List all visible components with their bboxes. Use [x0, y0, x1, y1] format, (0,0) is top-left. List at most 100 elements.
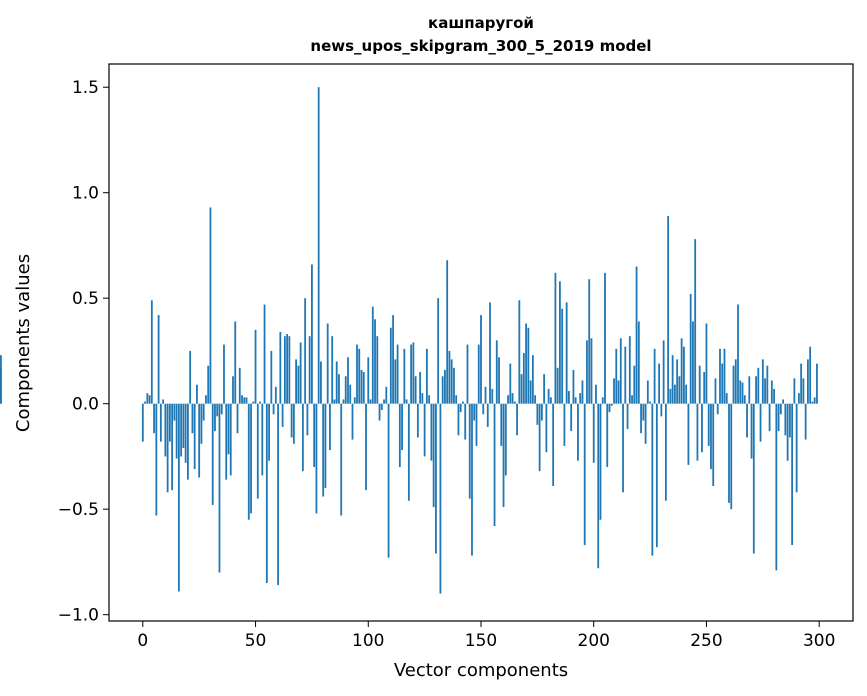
bar-137 [450, 359, 453, 404]
bar-72 [304, 298, 307, 404]
bar-126 [425, 348, 428, 404]
bar-270 [750, 403, 753, 459]
bar-147 [473, 403, 476, 421]
bar-127 [428, 395, 431, 404]
bar-43 [238, 367, 241, 404]
bar-129 [432, 403, 435, 508]
bar-193 [577, 403, 579, 461]
bar-124 [421, 393, 424, 404]
bar-78 [317, 87, 320, 404]
bar-282 [777, 403, 780, 432]
bar-268 [746, 403, 748, 438]
bar-239 [680, 338, 683, 404]
bar-183 [554, 272, 557, 404]
bar-23 [193, 403, 196, 470]
bar-182 [552, 403, 555, 486]
bar-279 [770, 380, 773, 404]
bar-200 [592, 403, 595, 463]
bar-41 [234, 321, 237, 404]
bar-88 [340, 403, 343, 516]
bar-186 [561, 308, 564, 404]
bar-272 [755, 376, 757, 404]
bar-157 [495, 340, 498, 404]
bar-293 [802, 378, 805, 404]
bar-226 [651, 403, 654, 556]
bar-102 [371, 306, 374, 404]
bar-32 [214, 403, 216, 432]
bar-243 [689, 293, 692, 404]
bar-227 [653, 348, 656, 404]
bar-231 [662, 340, 665, 404]
bar-299 [816, 363, 818, 404]
bar-264 [737, 304, 739, 404]
bar-151 [482, 403, 485, 415]
x-tick-label: 50 [245, 631, 267, 651]
bar-249 [703, 372, 706, 404]
bar-223 [644, 403, 647, 444]
bar-51 [256, 403, 259, 499]
bar-21 [189, 350, 192, 404]
y-tick-label: 1.0 [72, 184, 99, 204]
bar-153 [486, 403, 489, 427]
bar-276 [764, 378, 766, 404]
bar-287 [788, 403, 791, 438]
bar-148 [475, 403, 478, 446]
bar-154 [489, 302, 491, 404]
bar-144 [466, 344, 469, 404]
bar-142 [462, 401, 464, 404]
bar-160 [502, 403, 505, 508]
bar-189 [568, 391, 570, 404]
bar-295 [807, 359, 809, 404]
bar-262 [732, 365, 735, 404]
bar-228 [655, 403, 658, 548]
bars-group [0, 87, 818, 594]
bar-150 [480, 315, 482, 404]
bar-190 [570, 403, 573, 432]
bar-205 [604, 272, 606, 404]
bar-55 [265, 403, 268, 584]
bar-38 [227, 403, 230, 455]
bar-135 [446, 260, 449, 404]
bar-222 [642, 403, 645, 421]
bar-140 [457, 403, 460, 436]
bar-184 [556, 367, 559, 404]
bar-234 [669, 388, 672, 404]
bar-65 [288, 336, 291, 404]
bar-296 [809, 346, 812, 404]
y-tick-label: 0.5 [72, 289, 99, 309]
bar-235 [671, 355, 674, 404]
y-axis: −1.0 −0.5 0.0 0.5 1.0 1.5 [58, 78, 109, 626]
bar-30 [209, 207, 212, 404]
bar-57 [270, 350, 273, 404]
bar-259 [725, 393, 728, 404]
bar-212 [619, 338, 622, 404]
bar-145 [468, 403, 471, 499]
bar-103 [374, 319, 376, 404]
bar-107 [383, 399, 385, 404]
bar-199 [590, 338, 593, 404]
bar-109 [387, 403, 390, 558]
bar-0 [141, 403, 144, 442]
bar-48 [250, 403, 252, 514]
bar-289 [793, 378, 796, 404]
bar-146 [471, 403, 473, 556]
y-axis-label: Components values [13, 254, 34, 432]
bar-230 [660, 403, 663, 417]
x-tick-label: 100 [352, 631, 384, 651]
bar-13 [171, 403, 174, 491]
bar-35 [220, 403, 223, 415]
bar-56 [268, 403, 270, 461]
bar-80 [322, 403, 325, 497]
bar-207 [608, 403, 611, 413]
bar-143 [464, 403, 467, 440]
bar-218 [633, 365, 636, 404]
y-tick-label: −1.0 [58, 606, 99, 626]
bar-139 [455, 395, 458, 404]
bar-14 [173, 403, 176, 421]
bar-277 [766, 365, 769, 404]
bar-111 [392, 315, 394, 404]
bar-206 [606, 403, 609, 467]
bar-undefined [0, 367, 2, 404]
bar-46 [245, 397, 248, 404]
